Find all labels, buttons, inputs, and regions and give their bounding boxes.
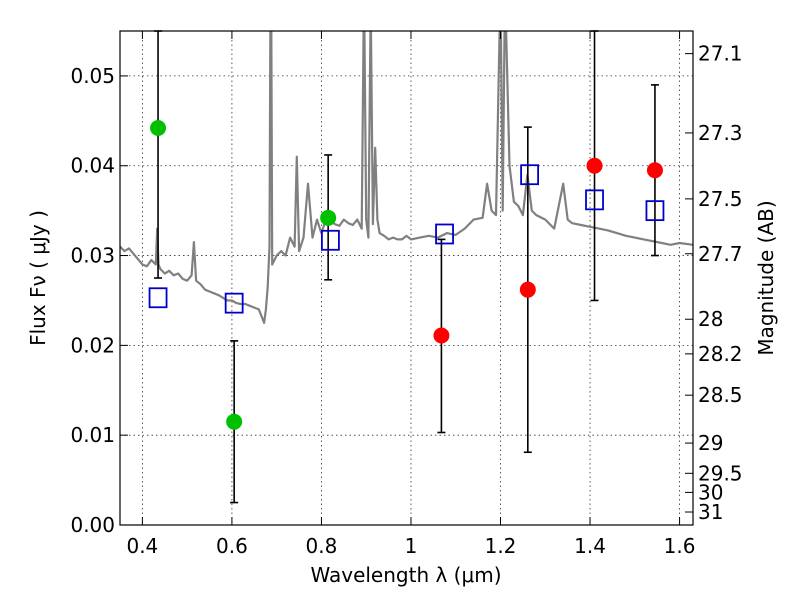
y2-tick-label: 27.7 bbox=[698, 242, 743, 266]
y-tick-label: 0.02 bbox=[70, 333, 115, 357]
data-point-red-detections bbox=[519, 281, 536, 298]
x-axis-label: Wavelength λ (μm) bbox=[310, 563, 501, 587]
x-tick-label: 1.2 bbox=[485, 534, 517, 558]
x-tick-label: 0.6 bbox=[216, 534, 248, 558]
y2-tick-label: 27.1 bbox=[698, 42, 743, 66]
y2-tick-label: 28 bbox=[698, 307, 723, 331]
y2-tick-label: 29.5 bbox=[698, 461, 743, 485]
y-tick-label: 0.03 bbox=[70, 244, 115, 268]
plot-frame bbox=[119, 30, 694, 526]
y2-tick-label: 31 bbox=[698, 500, 723, 524]
model-photometry-square bbox=[224, 292, 244, 314]
x-tick-label: 0.8 bbox=[306, 534, 338, 558]
y-tick-label: 0.04 bbox=[70, 154, 115, 178]
model-photometry-square bbox=[435, 223, 454, 245]
spectrum-layer bbox=[120, 31, 693, 324]
model-photometry-square bbox=[585, 189, 604, 211]
y-tick-label: 0.05 bbox=[70, 64, 115, 88]
y2-tick-label: 29 bbox=[698, 431, 723, 455]
y2-tick-label: 28.2 bbox=[698, 342, 743, 366]
y-tick-label: 0.01 bbox=[70, 423, 115, 447]
model-photometry-square bbox=[148, 287, 168, 309]
data-point-red-detections bbox=[646, 162, 663, 179]
data-markers bbox=[148, 120, 665, 430]
y2-tick-label: 27.3 bbox=[698, 121, 743, 145]
x-tick-label: 1.4 bbox=[574, 534, 606, 558]
data-point-red-detections bbox=[586, 157, 603, 174]
y2-axis-label: Magnitude (AB) bbox=[754, 200, 778, 355]
y2-tick-label: 30 bbox=[698, 480, 723, 504]
x-tick-label: 1.6 bbox=[664, 534, 696, 558]
data-point-red-detections bbox=[433, 327, 450, 344]
model-photometry-square bbox=[520, 164, 540, 186]
y2-tick-label: 27.5 bbox=[698, 187, 743, 211]
y-tick-label: 0.00 bbox=[70, 513, 115, 537]
y2-tick-label: 28.5 bbox=[698, 383, 743, 407]
model-photometry-square bbox=[320, 229, 340, 251]
data-point-green-detections bbox=[320, 209, 337, 226]
axis-ticks: 0.4 0.6 0.8 1 1.2 1.4 1.6 0.00 0.01 0.02 0.03 0.04 0… bbox=[70, 31, 743, 558]
data-point-green-detections bbox=[150, 120, 167, 137]
template-spectrum-line bbox=[120, 31, 693, 324]
data-point-green-detections bbox=[226, 413, 243, 430]
x-tick-label: 0.4 bbox=[126, 534, 158, 558]
x-tick-label: 1 bbox=[405, 534, 418, 558]
model-photometry-square bbox=[645, 200, 665, 222]
y-axis-label: Flux Fν ( μJy ) bbox=[26, 210, 50, 346]
